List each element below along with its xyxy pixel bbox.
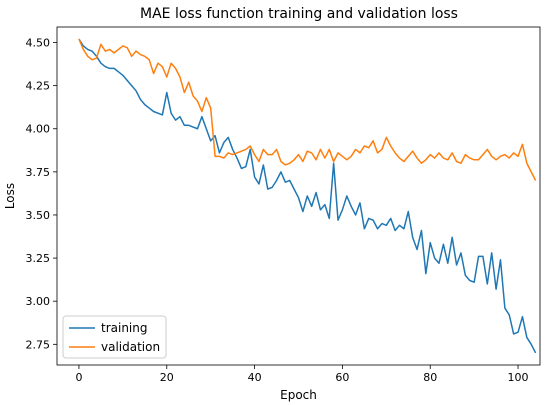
y-tick-label: 3.00 xyxy=(26,295,51,308)
y-axis-title: Loss xyxy=(3,183,17,209)
plot-area-frame xyxy=(56,26,541,366)
y-tick-label: 3.50 xyxy=(26,209,51,222)
series-layer xyxy=(78,38,537,354)
x-tick-label: 80 xyxy=(423,371,437,384)
legend-label-validation: validation xyxy=(101,340,160,354)
legend-label-training: training xyxy=(101,321,148,335)
y-tick-label: 2.75 xyxy=(26,338,51,351)
y-tick-label: 4.50 xyxy=(26,37,51,50)
x-tick-label: 20 xyxy=(160,371,174,384)
x-axis-title: Epoch xyxy=(280,388,317,402)
x-tick-label: 40 xyxy=(248,371,262,384)
x-tick-label: 60 xyxy=(335,371,349,384)
y-tick-label: 4.25 xyxy=(26,80,51,93)
x-tick-label: 100 xyxy=(508,371,529,384)
x-axis: 0 20 40 60 80 100 xyxy=(75,365,529,384)
series-line-validation xyxy=(78,38,537,181)
series-line-training xyxy=(78,38,537,354)
y-tick-label: 3.75 xyxy=(26,166,51,179)
y-tick-label: 3.25 xyxy=(26,252,51,265)
chart-title: MAE loss function training and validatio… xyxy=(140,6,458,22)
y-axis: 2.75 3.00 3.25 3.50 3.75 4.00 4.25 4.50 xyxy=(26,37,57,351)
x-tick-label: 0 xyxy=(75,371,82,384)
y-tick-label: 4.00 xyxy=(26,123,51,136)
legend: training validation xyxy=(62,315,167,359)
